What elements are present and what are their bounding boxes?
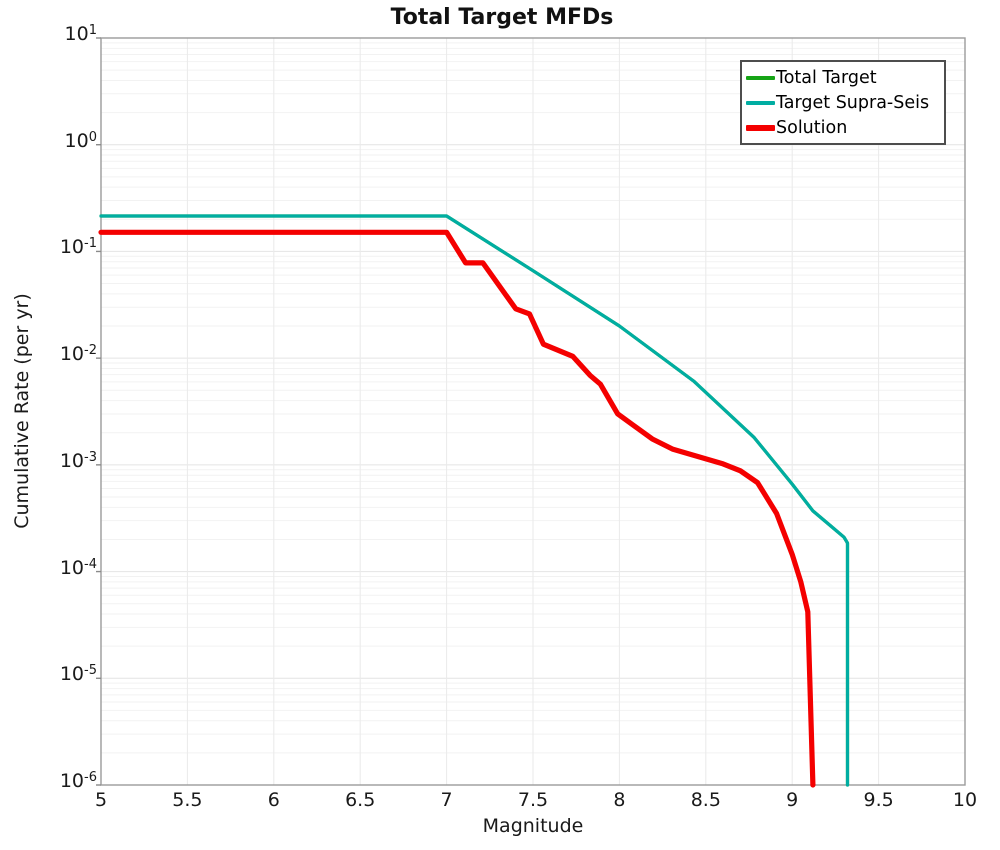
x-axis-label: Magnitude <box>482 815 584 837</box>
x-tick-label: 5.5 <box>172 789 203 811</box>
legend-label: Total Target <box>776 67 877 88</box>
x-tick-label: 5 <box>94 789 108 811</box>
legend: Total Target Target Supra-Seis Solution <box>740 60 946 145</box>
series-solution-line <box>98 229 816 788</box>
y-tick-label: 10-6 <box>59 770 97 792</box>
legend-item-solution: Solution <box>746 118 940 138</box>
legend-line-swatch <box>746 75 775 80</box>
legend-line-swatch <box>746 124 775 131</box>
chart-title: Total Target MFDs <box>390 5 614 30</box>
legend-line-swatch <box>746 100 775 105</box>
legend-item-target-supra-seis: Target Supra-Seis <box>746 93 940 113</box>
x-tick-label: 7.5 <box>517 789 549 811</box>
y-axis-label: Cumulative Rate (per yr) <box>11 293 33 529</box>
y-tick-label: 10-4 <box>59 556 97 579</box>
y-tick-label: 100 <box>64 129 97 152</box>
y-tick-label: 10-2 <box>59 343 97 366</box>
x-tick-label: 6 <box>267 789 280 811</box>
legend-item-total-target: Total Target <box>746 68 940 88</box>
series-target-supra-seis-line <box>99 214 850 787</box>
x-tick-label: 10 <box>952 789 978 811</box>
x-tick-label: 8.5 <box>690 789 721 811</box>
plot-border <box>100 37 966 786</box>
legend-label: Target Supra-Seis <box>776 92 930 113</box>
y-tick-label: 10-5 <box>59 663 97 686</box>
x-tick-label: 9.5 <box>863 789 894 811</box>
y-tick-label: 10-3 <box>59 449 97 472</box>
x-tick-label: 9 <box>786 789 799 811</box>
x-tick-label: 8 <box>613 789 626 811</box>
series-total-target-line <box>99 214 850 787</box>
y-tick-label: 10-1 <box>59 236 97 259</box>
y-tick-label: 101 <box>64 23 97 45</box>
x-tick-label: 7 <box>440 789 453 811</box>
legend-label: Solution <box>776 117 848 138</box>
x-tick-label: 6.5 <box>345 789 376 811</box>
